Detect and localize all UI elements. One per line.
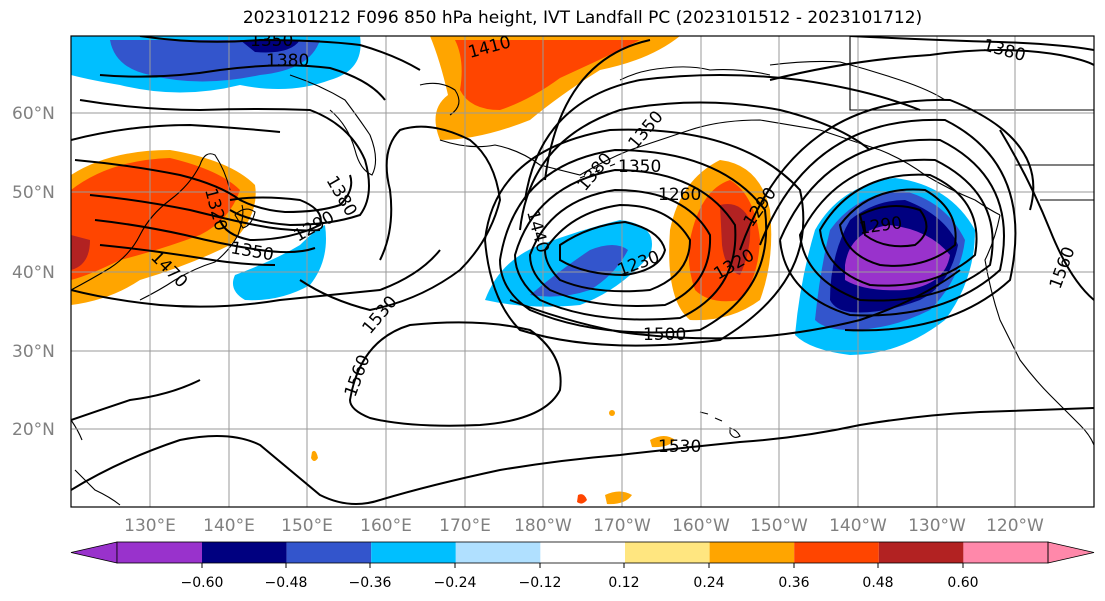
lon-label: 140°E — [203, 516, 255, 536]
gridlines — [71, 36, 1094, 507]
colorbar: −0.60 −0.48 −0.36 −0.24 −0.12 0.12 0.24 … — [70, 541, 1095, 591]
lon-label: 170°E — [439, 516, 491, 536]
colorbar-cell — [202, 542, 287, 563]
contour-label: 1350 — [250, 31, 293, 51]
colorbar-ticks — [201, 563, 964, 568]
height-contours — [71, 36, 1094, 505]
contour-label: 1530 — [658, 437, 701, 457]
coastlines — [71, 36, 1094, 506]
colorbar-cell — [963, 542, 1048, 563]
map-content: 1350 1380 1410 1380 1350 1380 1320 1350 … — [71, 31, 1094, 507]
colorbar-tick-label: −0.48 — [265, 575, 308, 591]
colorbar-tick-label: −0.36 — [349, 575, 392, 591]
colorbar-tick-label: 0.36 — [778, 575, 809, 591]
lon-tick-labels: 130°E 140°E 150°E 160°E 170°E 180°W 170°… — [124, 516, 1044, 536]
colorbar-tick-label: 0.60 — [947, 575, 978, 591]
colorbar-cell — [540, 542, 625, 563]
colorbar-tick-label: 0.24 — [693, 575, 724, 591]
contour-label: 1350 — [618, 157, 661, 177]
colorbar-cell — [878, 542, 964, 563]
lat-label: 20°N — [12, 420, 55, 440]
asia-coastline — [71, 153, 231, 291]
lon-label: 170°W — [593, 516, 651, 536]
colorbar-cell — [117, 542, 202, 563]
colorbar-tick-labels: −0.60 −0.48 −0.36 −0.24 −0.12 0.12 0.24 … — [181, 575, 979, 591]
lon-label: 160°E — [360, 516, 412, 536]
colorbar-cell — [455, 542, 541, 563]
colorbar-cell — [709, 542, 795, 563]
lat-label: 50°N — [12, 183, 55, 203]
kamchatka-coastline — [289, 74, 377, 176]
colorbar-tick-label: 0.48 — [862, 575, 893, 591]
colorbar-extend-low — [70, 541, 118, 564]
colorbar-extend-high — [1047, 541, 1095, 564]
figure-title: 2023101212 F096 850 hPa height, IVT Land… — [242, 8, 923, 28]
colorbar-cell — [625, 542, 710, 563]
colorbar-tick-label: −0.12 — [519, 575, 562, 591]
lat-label: 30°N — [12, 342, 55, 362]
contour-1560-oval — [348, 321, 562, 427]
na-coastline — [984, 214, 1094, 446]
contour-label: 1500 — [643, 325, 686, 345]
neg-anomaly-central — [485, 220, 652, 307]
alaska-coastline — [439, 119, 1001, 216]
lon-label: 180°W — [514, 516, 572, 536]
contour-label: 1380 — [266, 51, 309, 71]
lon-label: 130°W — [908, 516, 966, 536]
lon-label: 160°W — [672, 516, 730, 536]
colorbar-cell — [794, 542, 879, 563]
lat-label: 60°N — [12, 104, 55, 124]
lon-label: 150°E — [281, 516, 333, 536]
colorbar-tick-label: −0.24 — [434, 575, 477, 591]
contour-label: 1260 — [658, 185, 701, 205]
map-frame — [70, 35, 1095, 508]
lon-label: 140°W — [829, 516, 887, 536]
colorbar-outline — [116, 541, 1049, 564]
lon-label: 130°E — [124, 516, 176, 536]
lon-label: 150°W — [750, 516, 808, 536]
colorbar-cells — [70, 541, 1095, 564]
colorbar-tick-label: −0.60 — [181, 575, 224, 591]
colorbar-tick-label: 0.12 — [608, 575, 639, 591]
colorbar-cell — [286, 542, 372, 563]
colorbar-cell — [371, 542, 456, 563]
lon-label: 120°W — [986, 516, 1044, 536]
lat-label: 40°N — [12, 263, 55, 283]
lat-tick-labels: 60°N 50°N 40°N 30°N 20°N — [12, 104, 55, 440]
